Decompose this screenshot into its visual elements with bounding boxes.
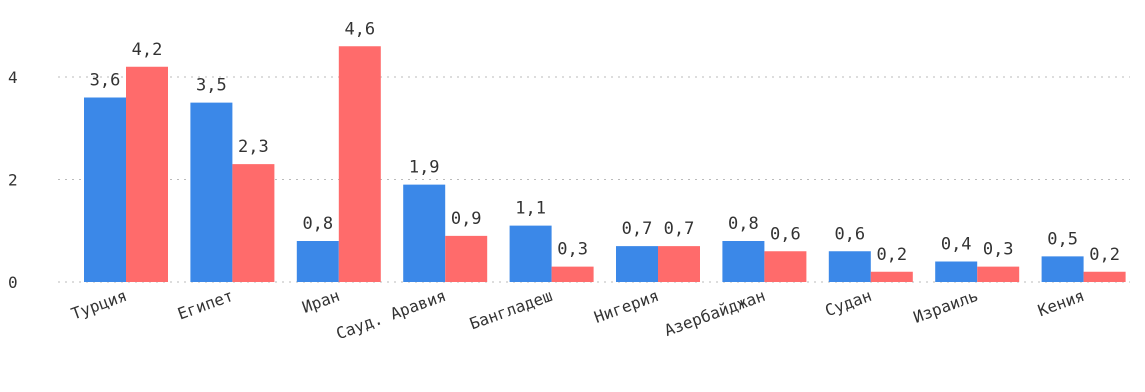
x-tick-label: Судан xyxy=(822,286,874,320)
x-tick-label: Кения xyxy=(1035,286,1087,320)
data-label: 4,6 xyxy=(344,19,375,39)
x-tick-label: Нигерия xyxy=(591,286,661,327)
bar-series-1 xyxy=(616,246,658,282)
y-tick-label: 2 xyxy=(8,171,18,190)
bars xyxy=(84,46,1126,282)
bar-series-2 xyxy=(551,266,594,282)
data-label: 1,1 xyxy=(515,199,546,219)
data-label: 0,7 xyxy=(622,219,653,239)
x-tick-label: Египет xyxy=(175,286,236,324)
bar-series-2 xyxy=(445,235,488,282)
x-tick-label: Сауд. Аравия xyxy=(333,286,448,343)
bar-series-2 xyxy=(977,266,1020,282)
bar-series-1 xyxy=(403,184,446,282)
x-tick-label: Бангладеш xyxy=(467,286,555,334)
data-label: 0,4 xyxy=(941,235,972,255)
data-label: 0,2 xyxy=(876,245,907,265)
bar-series-2 xyxy=(764,251,807,282)
bar-series-1 xyxy=(1041,256,1084,282)
bar-series-1 xyxy=(935,261,978,282)
bar-series-1 xyxy=(296,241,339,282)
data-label: 0,8 xyxy=(728,214,759,234)
data-label: 1,9 xyxy=(409,158,440,178)
bar-series-1 xyxy=(84,97,126,282)
bar-series-2 xyxy=(232,164,275,282)
x-tick-label: Азербайджан xyxy=(662,286,768,340)
bar-series-2 xyxy=(870,271,913,282)
y-axis-ticks: 0 2 4 xyxy=(8,68,18,292)
data-label: 3,5 xyxy=(196,76,227,96)
x-tick-label: Турция xyxy=(69,286,130,324)
data-label: 0,2 xyxy=(1089,245,1120,265)
data-label: 0,6 xyxy=(834,224,865,244)
bar-series-1 xyxy=(828,251,871,282)
bar-series-2 xyxy=(1083,271,1126,282)
data-label: 0,8 xyxy=(302,214,333,234)
bar-series-1 xyxy=(509,225,552,282)
bar-series-1 xyxy=(722,241,765,282)
data-label: 0,6 xyxy=(770,224,801,244)
data-label: 0,7 xyxy=(664,219,695,239)
data-labels: 3,6 4,2 3,5 2,3 0,8 4,6 1,9 0,9 1,1 0,3 0,7 0,7 0,8 0… xyxy=(90,19,1120,265)
data-label: 3,6 xyxy=(90,71,121,91)
bar-series-2 xyxy=(658,246,700,282)
data-label: 0,5 xyxy=(1047,229,1078,249)
y-tick-label: 4 xyxy=(8,68,18,87)
data-label: 2,3 xyxy=(238,137,269,157)
bar-series-1 xyxy=(190,102,233,282)
y-tick-label: 0 xyxy=(8,273,18,292)
bar-series-2 xyxy=(338,46,381,282)
x-tick-label: Иран xyxy=(299,286,342,317)
data-label: 0,9 xyxy=(451,209,482,229)
bar-series-2 xyxy=(126,66,168,282)
x-tick-label: Израиль xyxy=(911,286,981,327)
data-label: 4,2 xyxy=(132,40,163,60)
data-label: 0,3 xyxy=(983,240,1014,260)
data-label: 0,3 xyxy=(557,240,588,260)
